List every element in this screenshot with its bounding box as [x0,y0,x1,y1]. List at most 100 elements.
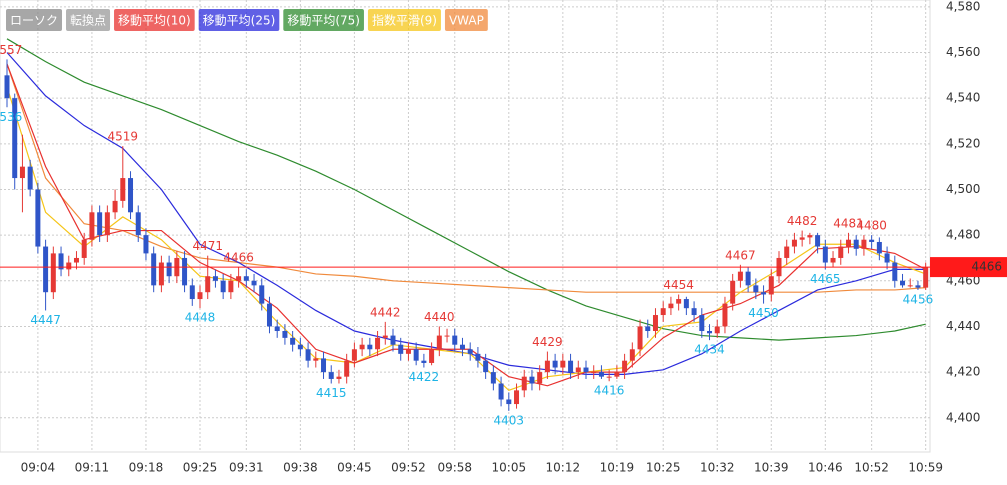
low-label: 4448 [185,311,216,325]
candle-body [737,271,743,281]
candle-body [313,358,319,361]
candle-body [359,344,365,350]
y-tick-label: 4,560 [946,45,980,59]
candle-body [529,376,535,384]
candle-body [390,335,396,345]
high-label: 4557 [0,43,22,57]
x-tick-label: 09:52 [391,461,426,475]
candle-body [81,239,87,258]
candle-body [660,308,666,316]
candle-body [19,166,25,179]
candle-body [143,235,149,254]
candle-body [228,280,234,293]
candle-body [336,376,342,379]
candle-body [297,344,303,350]
candle-body [683,299,689,309]
candle-body [243,276,249,281]
low-label: 4422 [409,370,440,384]
legend-box [198,9,280,31]
candle-body [676,299,682,304]
legend-label: 移動平均(10) [118,14,191,28]
candle-body [668,303,674,309]
candle-body [784,246,790,258]
x-tick-label: 10:46 [808,461,843,475]
candle-body [382,335,388,338]
candle-body [606,376,612,378]
x-tick-label: 10:05 [492,461,527,475]
candle-body [12,98,18,179]
high-label: 4480 [856,219,887,233]
candle-body [791,239,797,247]
low-label: 4415 [316,386,347,400]
current-price-box [930,257,1007,278]
candle-body [730,280,736,304]
candle-body [413,349,419,361]
plot-background [0,0,931,453]
legend-item[interactable]: 移動平均(10) [114,9,195,31]
candle-body [158,262,164,286]
candle-body [212,276,218,281]
candle-body [259,285,265,304]
candle-body [135,212,141,236]
candle-body [112,200,118,213]
candle-body [104,212,110,236]
candle-body [4,75,10,99]
legend-item[interactable]: 移動平均(25) [198,9,280,31]
candle-body [429,349,435,363]
candle-body [537,372,543,384]
indicator-line [6,63,926,293]
candle-body [498,383,504,400]
high-label: 4466 [223,251,254,265]
candle-body [27,166,33,190]
candle-body [205,276,211,293]
candle-body [50,253,56,293]
candle-body [436,335,442,350]
high-label: 4467 [725,248,756,262]
candle-body [807,235,813,238]
candle-body [822,246,828,263]
candle-body [745,271,751,286]
candle-body [251,280,257,286]
low-label: 4536 [0,110,22,124]
candle-body [367,344,373,350]
legend-item[interactable]: 転換点 [66,9,111,31]
candle-body [220,280,226,293]
x-tick-label: 10:39 [754,461,789,475]
candle-body [622,360,628,373]
candle-body [405,349,411,354]
legend-item[interactable]: ローソク [6,9,63,31]
legend-item[interactable]: VWAP [444,9,488,31]
low-label: 4447 [30,313,61,327]
candle-body [830,257,836,263]
candle-body [506,399,512,405]
candle-body [815,235,821,247]
candle-body [629,349,635,361]
candle-body [845,239,851,247]
candle-body [884,253,890,263]
candle-body [722,303,728,327]
legend-label: 転換点 [70,14,106,28]
legend-box [283,9,364,31]
legend-label: 移動平均(25) [203,14,276,28]
candle-body [514,390,520,405]
high-label: 4519 [108,130,139,144]
legend-item[interactable]: 移動平均(75) [283,9,364,31]
candle-body [907,285,913,287]
x-tick-label: 09:18 [129,461,164,475]
legend-box [367,9,441,31]
high-label: 4454 [663,278,694,292]
candle-body [282,331,288,338]
candle-body [274,326,280,332]
x-tick-label: 10:52 [854,461,889,475]
candle-body [321,358,327,373]
x-tick-label: 09:38 [283,461,318,475]
candle-body [900,280,906,286]
candle-body [444,335,450,337]
candle-body [876,241,882,254]
x-tick-label: 10:25 [646,461,681,475]
candle-body [699,315,705,332]
x-tick-label: 10:32 [700,461,735,475]
candle-body [652,315,658,332]
high-label: 4442 [370,305,401,319]
legend-item[interactable]: 指数平滑(9) [367,9,441,31]
